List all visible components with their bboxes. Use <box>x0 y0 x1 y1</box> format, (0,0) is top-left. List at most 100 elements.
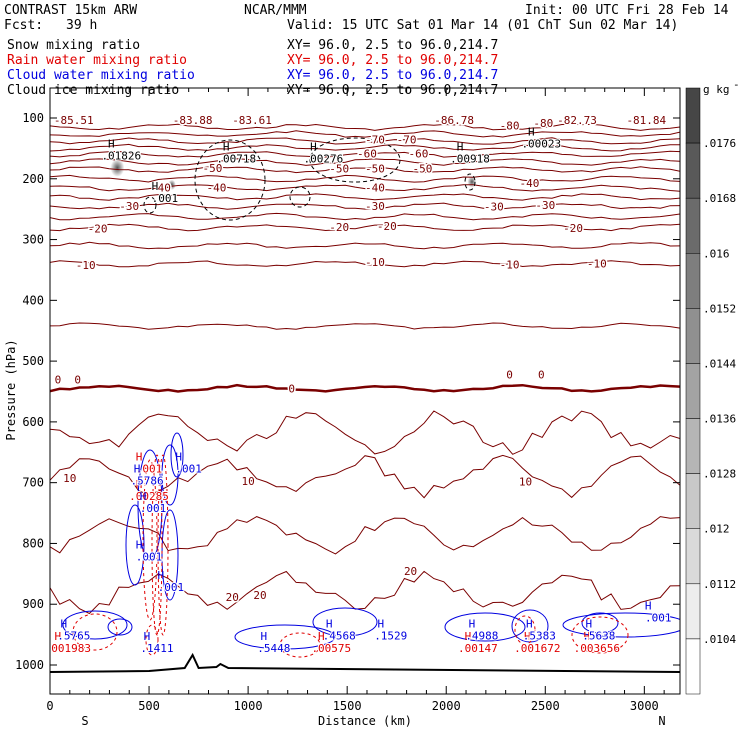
cloud-max-value: .1411 <box>140 642 173 655</box>
terrain-line <box>50 652 680 673</box>
field-xy: XY= 96.0, 2.5 to 96.0,214.7 <box>287 38 498 53</box>
rain-max-marker: H <box>55 630 62 643</box>
colorbar-swatch <box>685 473 701 529</box>
rain-max-value: .001 <box>136 463 163 476</box>
cloud-max-marker: H <box>144 630 151 643</box>
temperature-label: -20 <box>563 222 583 235</box>
x-tick-label: 2500 <box>531 699 560 713</box>
rain-max-marker: H <box>524 630 531 643</box>
center-label: NCAR/MMM <box>244 3 307 18</box>
cloud-water-contour <box>62 610 128 640</box>
colorbar-swatch <box>685 583 701 640</box>
temperature-label: 20 <box>253 589 266 602</box>
temperature-label: -50 <box>365 162 385 175</box>
rain-max-value: .00575 <box>311 642 351 655</box>
y-tick-label: 200 <box>22 172 44 186</box>
temperature-label: -86.78 <box>434 114 474 127</box>
rain-max-marker: H <box>136 478 143 491</box>
cloud-max-value: .001 <box>136 551 163 564</box>
isotherm-line <box>50 137 680 145</box>
temperature-label: -50 <box>203 162 223 175</box>
temperature-label: -50 <box>329 162 349 175</box>
rain-max-value: .001983 <box>45 642 91 655</box>
colorbar-label: .0168 <box>703 192 736 205</box>
snow-blob <box>110 158 125 177</box>
temperature-label: -30 <box>535 199 555 212</box>
cloud-max-marker: H <box>526 618 533 631</box>
x-tick-label: 1500 <box>333 699 362 713</box>
temperature-label: -30 <box>365 200 385 213</box>
temperature-label: -85.51 <box>54 114 94 127</box>
colorbar-swatch <box>685 253 701 309</box>
colorbar-swatch <box>685 308 701 364</box>
colorbar: g kg -1 .0176 .0168 .016 .0152 .0144 .0136 .01… <box>685 78 740 695</box>
colorbar-unit-exponent: -1 <box>733 78 740 91</box>
colorbar-swatch <box>685 418 701 474</box>
colorbar-label: .016 <box>703 247 730 260</box>
field-xy: XY= 96.0, 2.5 to 96.0,214.7 <box>287 68 498 83</box>
cloud-max-marker: H <box>326 618 333 631</box>
isotherm-line <box>50 166 680 174</box>
rain-max-marker: H <box>583 630 590 643</box>
field-legend: Snow mixing ratio XY= 96.0, 2.5 to 96.0,2… <box>7 38 498 98</box>
isotherm-line <box>50 212 680 221</box>
y-tick-label: 900 <box>22 597 44 611</box>
cloud-water-contour <box>562 612 680 638</box>
rain-max-value: .003656 <box>574 642 620 655</box>
colorbar-label: .0136 <box>703 413 736 426</box>
isotherm-line <box>50 410 680 455</box>
temperature-label: -10 <box>587 257 607 270</box>
colorbar-swatch <box>685 363 701 419</box>
temperature-label: 10 <box>63 472 76 485</box>
temperature-label: 0 <box>288 382 295 395</box>
cloud-max-marker: H <box>158 569 165 582</box>
isotherm-line <box>50 193 680 201</box>
y-tick-label: 100 <box>22 111 44 125</box>
x-end-left: S <box>81 714 88 728</box>
snow-contour <box>309 137 401 183</box>
rain-max-marker: H <box>318 630 325 643</box>
y-tick-label: 700 <box>22 476 44 490</box>
snow-max-marker: H <box>152 180 159 193</box>
temperature-label: 10 <box>519 475 532 488</box>
cloud-max-marker: H <box>60 618 67 631</box>
cloud-max-marker: H <box>469 618 476 631</box>
rain-contour <box>514 615 536 645</box>
snow-contour <box>464 173 476 191</box>
x-tick-label: 2000 <box>432 699 461 713</box>
colorbar-label: .0144 <box>703 357 736 370</box>
snow-max-value: .00276 <box>304 153 344 166</box>
colorbar-unit: g kg <box>703 83 730 96</box>
temperature-label: -10 <box>500 258 520 271</box>
rain-contour <box>279 632 321 658</box>
y-tick-label: 1000 <box>15 658 44 672</box>
moisture-contours <box>62 137 680 658</box>
rain-max-value: .00285 <box>129 490 169 503</box>
temperature-label: -70 <box>365 133 385 146</box>
temperature-label: 20 <box>226 591 239 604</box>
colorbar-label: .0128 <box>703 468 736 481</box>
snow-max-value: .00918 <box>450 153 490 166</box>
temperature-label: -80 <box>500 119 520 132</box>
init-time: Init: 00 UTC Fri 28 Feb 14 <box>525 3 729 18</box>
isotherm-line <box>50 184 680 192</box>
snow-max-marker: H <box>108 138 115 151</box>
temperature-label: -60 <box>409 147 429 160</box>
cloud-water-contour <box>161 444 179 506</box>
colorbar-label: .0152 <box>703 302 736 315</box>
colorbar-label: .012 <box>703 523 730 536</box>
isotherm-line <box>50 123 680 131</box>
field-name: Cloud ice mixing ratio <box>7 83 179 98</box>
colorbar-swatch <box>685 528 701 585</box>
temperature-label: -30 <box>119 200 139 213</box>
cloud-max-value: .1529 <box>374 630 407 643</box>
isotherm-line <box>50 143 680 152</box>
isotherm-line <box>50 130 680 138</box>
temperature-labels: -85.51 -83.88 -83.61 -86.78 -82.73 -81.84-80-… <box>52 112 668 605</box>
rain-contour <box>72 613 118 651</box>
colorbar-label: .0176 <box>703 137 736 150</box>
rain-contour <box>157 454 169 636</box>
temperature-label: -20 <box>329 221 349 234</box>
snow-max-value: .00718 <box>216 153 256 166</box>
snow-max-marker: H <box>528 125 535 138</box>
